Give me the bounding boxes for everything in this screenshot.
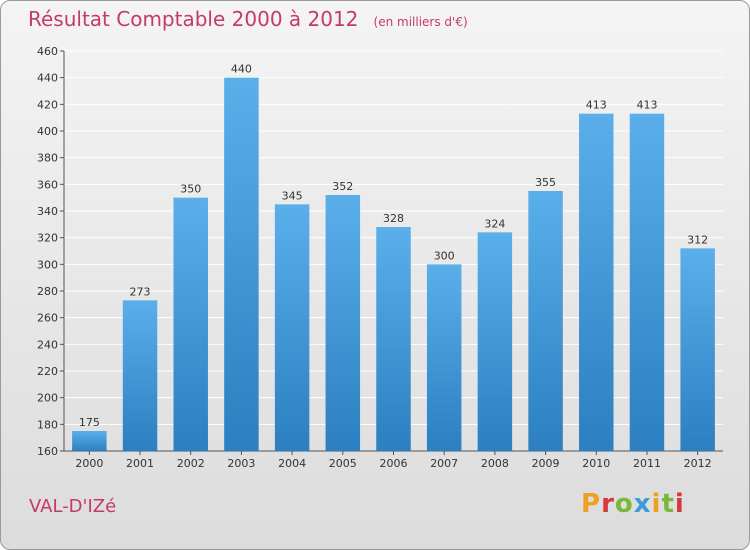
x-tick-label: 2003 — [227, 457, 255, 470]
y-tick-label: 380 — [37, 152, 58, 165]
bar-value-label: 324 — [484, 217, 505, 230]
bar — [173, 197, 208, 451]
y-tick-label: 260 — [37, 312, 58, 325]
x-tick-label: 2004 — [278, 457, 306, 470]
y-tick-label: 240 — [37, 338, 58, 351]
y-tick-label: 160 — [37, 445, 58, 458]
x-tick-label: 2011 — [633, 457, 661, 470]
y-tick-label: 320 — [37, 232, 58, 245]
bar — [376, 227, 411, 451]
chart-title: Résultat Comptable 2000 à 2012 — [28, 7, 359, 31]
chart-subtitle: (en milliers d'€) — [373, 15, 468, 29]
bar-value-label: 352 — [332, 180, 353, 193]
bar-value-label: 345 — [282, 189, 303, 202]
bar — [122, 300, 158, 451]
y-tick-label: 400 — [37, 125, 58, 138]
y-tick-label: 200 — [37, 392, 58, 405]
y-tick-label: 420 — [37, 98, 58, 111]
bar-value-label: 273 — [130, 285, 151, 298]
bar — [224, 77, 259, 452]
y-tick-label: 220 — [37, 365, 58, 378]
y-tick-label: 280 — [37, 285, 58, 298]
x-tick-label: 2005 — [329, 457, 357, 470]
bar-value-label: 440 — [231, 63, 252, 76]
x-tick-label: 2012 — [684, 457, 712, 470]
bar-chart: 160 180 200 220 240 260 280 300 320 340 360 380 400 4… — [37, 45, 723, 470]
x-tick-label: 2006 — [380, 457, 408, 470]
bar — [528, 191, 563, 451]
y-tick-label: 440 — [37, 72, 58, 85]
y-tick-label: 460 — [37, 45, 58, 58]
bar-value-label: 355 — [535, 176, 556, 189]
bar-value-label: 312 — [687, 233, 708, 246]
x-tick-label: 2007 — [430, 457, 458, 470]
bar-value-label: 328 — [383, 212, 404, 225]
y-tick-label: 180 — [37, 418, 58, 431]
bar — [426, 264, 462, 451]
bar-value-label: 350 — [180, 183, 201, 196]
y-tick-label: 340 — [37, 205, 58, 218]
commune-name: VAL-D'IZé — [29, 496, 117, 517]
y-tick-label: 360 — [37, 178, 58, 191]
x-tick-label: 2008 — [481, 457, 509, 470]
bar-value-label: 413 — [636, 99, 657, 112]
x-tick-label: 2001 — [126, 457, 154, 470]
bar — [72, 431, 107, 451]
x-tick-label: 2009 — [532, 457, 560, 470]
bar — [579, 113, 614, 452]
x-tick-label: 2000 — [75, 457, 103, 470]
title-row: Résultat Comptable 2000 à 2012 (en milli… — [28, 7, 468, 31]
bar — [477, 232, 513, 451]
bar-value-label: 300 — [434, 249, 455, 262]
bar — [629, 113, 665, 452]
x-tick-label: 2010 — [582, 457, 610, 470]
proxiti-logo: Proxiti — [581, 489, 685, 519]
bar-value-label: 175 — [79, 416, 100, 429]
bar — [274, 204, 310, 451]
x-tick-label: 2002 — [177, 457, 205, 470]
bar — [325, 195, 361, 451]
bar-value-label: 413 — [586, 99, 607, 112]
bar — [680, 248, 715, 451]
y-tick-label: 300 — [37, 258, 58, 271]
